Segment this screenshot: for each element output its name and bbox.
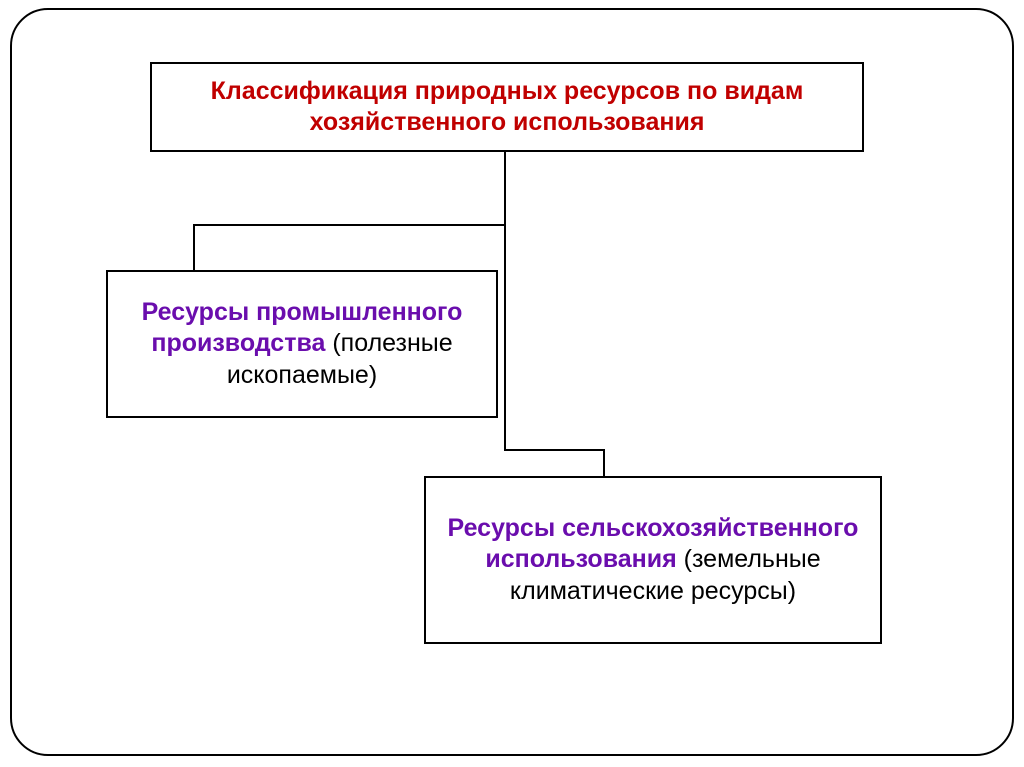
title-text: Классификация природных ресурсов по вида… xyxy=(166,76,848,139)
title-box: Классификация природных ресурсов по вида… xyxy=(150,62,864,152)
child-text-agricultural: Ресурсы сельскохозяйственного использова… xyxy=(440,513,866,607)
child-text-industrial: Ресурсы промышленного производства (поле… xyxy=(122,297,482,391)
child-box-agricultural: Ресурсы сельскохозяйственного использова… xyxy=(424,476,882,644)
child-box-industrial: Ресурсы промышленного производства (поле… xyxy=(106,270,498,418)
